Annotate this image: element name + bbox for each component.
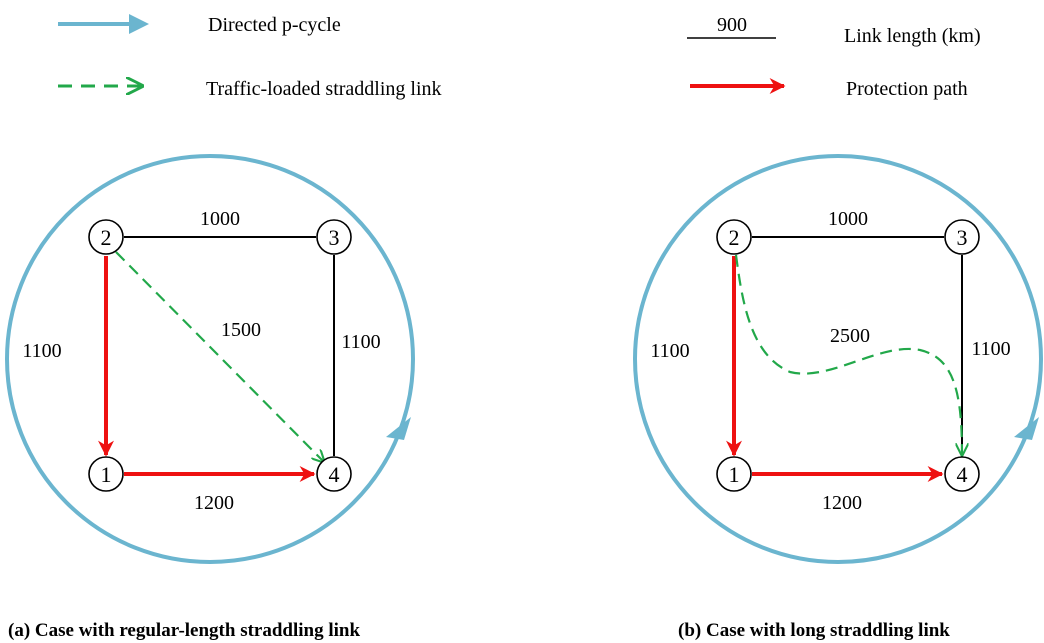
length-label-1-4-b: 1200 [822,492,862,514]
length-label-1-4-a: 1200 [194,492,234,514]
node-2-b: 2 [716,219,752,255]
svg-text:1: 1 [101,462,112,487]
svg-text:3: 3 [329,225,340,250]
svg-text:4: 4 [329,462,340,487]
svg-text:4: 4 [957,462,968,487]
svg-text:2: 2 [101,225,112,250]
svg-text:1: 1 [729,462,740,487]
p-cycle-arrowhead-b [1014,417,1039,440]
legend: Directed p-cycle Traffic-loaded straddli… [58,14,981,100]
diagram-b: 2 3 1 4 1000 1100 1100 1200 2500 (b) Cas… [633,154,1043,641]
length-label-2-1-a: 1100 [22,340,61,362]
length-label-2-3-a: 1000 [200,208,240,230]
diagram-a: 2 3 1 4 1000 1100 1100 1200 1500 (a) Cas… [5,154,415,641]
p-cycle-circle-a [5,154,415,564]
node-4-a: 4 [316,456,352,492]
p-cycle-arrowhead-a [386,417,411,440]
node-1-a: 1 [88,456,124,492]
length-label-3-4-a: 1100 [341,331,380,353]
node-4-b: 4 [944,456,980,492]
node-3-a: 3 [316,219,352,255]
node-1-b: 1 [716,456,752,492]
node-3-b: 3 [944,219,980,255]
length-label-2-1-b: 1100 [650,340,689,362]
svg-text:2: 2 [729,225,740,250]
length-label-3-4-b: 1100 [971,338,1010,360]
length-label-straddling-a: 1500 [221,319,261,341]
length-label-2-3-b: 1000 [828,208,868,230]
caption-b: (b) Case with long straddling link [678,620,950,641]
node-2-a: 2 [88,219,124,255]
legend-p-cycle-label: Directed p-cycle [208,14,341,36]
legend-protection-label: Protection path [846,78,968,100]
legend-straddling-label: Traffic-loaded straddling link [206,78,442,100]
straddling-link-a [115,251,324,462]
legend-length-label: Link length (km) [844,25,981,47]
svg-text:3: 3 [957,225,968,250]
legend-length-sample: 900 [717,14,747,36]
caption-a: (a) Case with regular-length straddling … [8,620,360,641]
straddling-link-b [734,254,962,455]
length-label-straddling-b: 2500 [830,325,870,347]
p-cycle-circle-b [633,154,1043,564]
